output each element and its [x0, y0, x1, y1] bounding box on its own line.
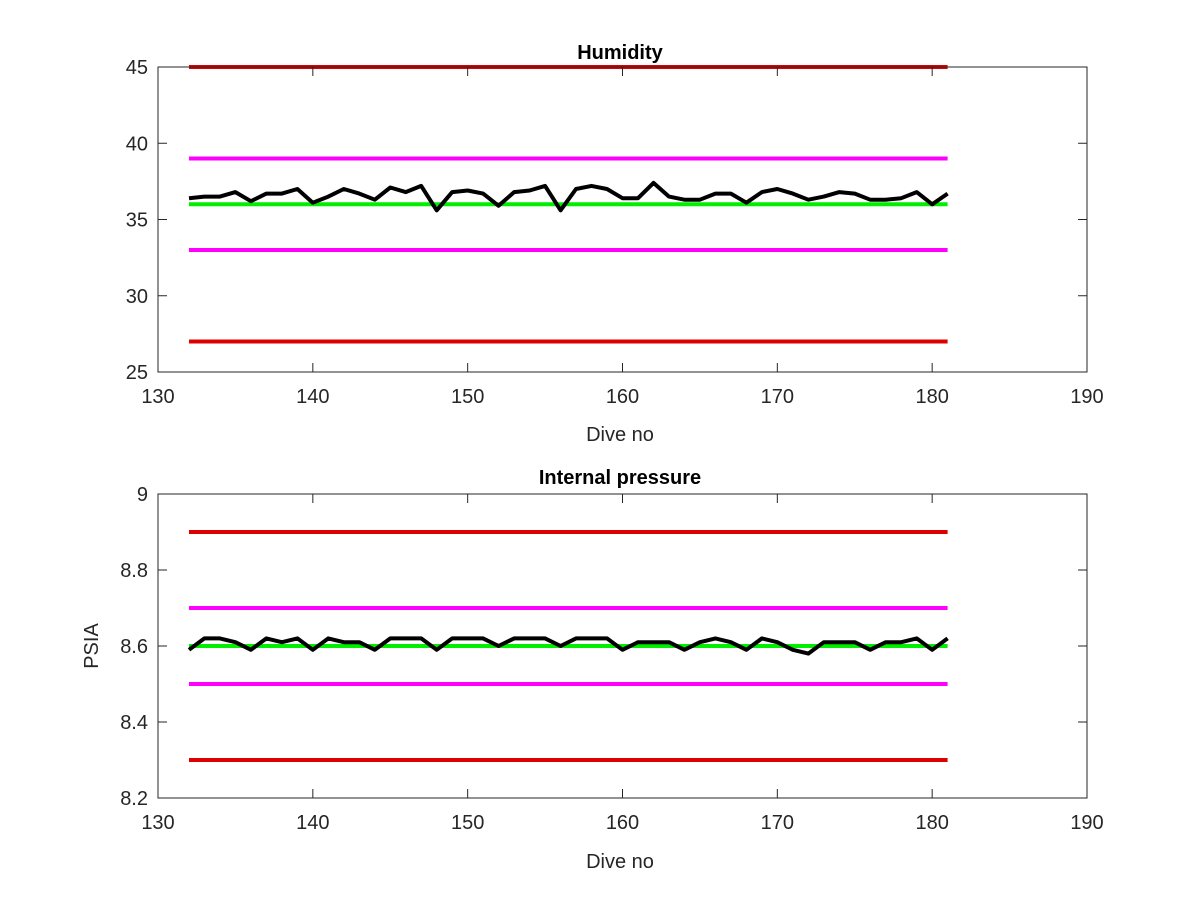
pressure-x-tick-label: 170: [761, 812, 794, 834]
humidity-x-tick-label: 140: [296, 386, 329, 408]
humidity-y-tick-label: 35: [126, 210, 148, 232]
humidity-y-tick-label: 30: [126, 286, 148, 308]
humidity-x-axis-label: Dive no: [586, 424, 654, 446]
humidity-x-tick-label: 180: [915, 386, 948, 408]
humidity-axes-box: [157, 66, 1088, 373]
humidity-y-tick-label: 25: [126, 362, 148, 384]
humidity-data-line: [188, 180, 949, 213]
humidity-y-tick-label: 45: [126, 57, 148, 79]
humidity-x-tick-label: 130: [141, 386, 174, 408]
pressure-data-line: [187, 636, 949, 656]
pressure-x-tick-label: 160: [606, 812, 639, 834]
humidity-x-tick-label: 150: [451, 386, 484, 408]
humidity-x-tick-label: 170: [761, 386, 794, 408]
pressure-y-tick-label: 9: [137, 484, 148, 506]
pressure-y-tick-label: 8.6: [120, 636, 148, 658]
pressure-axes-box: [157, 493, 1088, 799]
humidity-plot: 130 140 150 160 170 180 190 25 30 35 40 45 Humidity…: [126, 42, 1104, 446]
pressure-x-tick-label: 190: [1070, 812, 1103, 834]
humidity-ticks: 130 140 150 160 170 180 190 25 30 35 40 45: [126, 57, 1104, 408]
pressure-plot: 130 140 150 160 170 180 190 8.2 8.4 8.6 8.8 9 Inter…: [81, 467, 1104, 873]
pressure-x-tick-label: 130: [141, 812, 174, 834]
pressure-x-tick-label: 180: [915, 812, 948, 834]
pressure-y-tick-label: 8.4: [120, 712, 148, 734]
humidity-y-tick-label: 40: [126, 133, 148, 155]
pressure-x-axis-label: Dive no: [586, 851, 654, 873]
humidity-title: Humidity: [577, 42, 663, 64]
humidity-x-tick-label: 160: [606, 386, 639, 408]
pressure-x-tick-label: 140: [296, 812, 329, 834]
pressure-y-tick-label: 8.2: [120, 788, 148, 810]
pressure-y-tick-label: 8.8: [120, 560, 148, 582]
humidity-x-tick-label: 190: [1070, 386, 1103, 408]
pressure-ticks: 130 140 150 160 170 180 190 8.2 8.4 8.6 8.8 9: [120, 484, 1104, 834]
pressure-series: [187, 530, 949, 762]
pressure-y-axis-label: PSIA: [81, 623, 103, 669]
pressure-title: Internal pressure: [539, 467, 701, 489]
pressure-x-tick-label: 150: [451, 812, 484, 834]
